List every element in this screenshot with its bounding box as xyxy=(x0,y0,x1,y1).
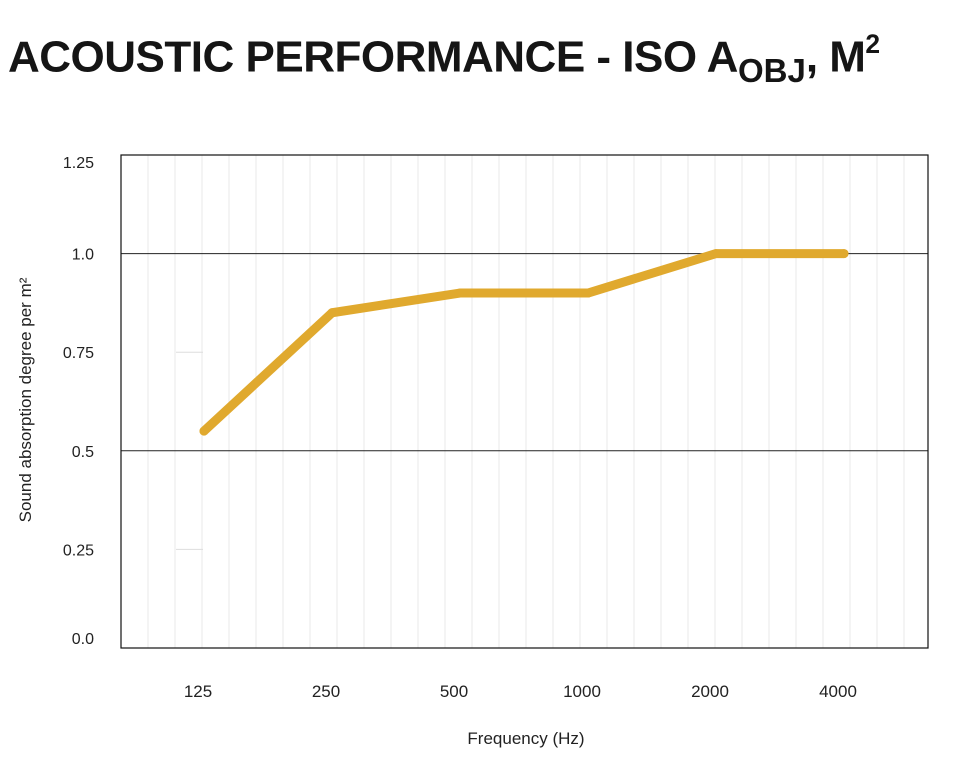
y-tick-labels: 1.25 1.0 0.75 0.5 0.25 0.0 xyxy=(63,155,94,648)
data-point xyxy=(711,249,721,259)
title-trailer: , M xyxy=(805,32,866,82)
y-tick-label: 0.5 xyxy=(72,444,94,461)
data-point xyxy=(839,249,849,259)
series-line xyxy=(199,249,849,436)
x-tick-label: 500 xyxy=(440,682,468,701)
data-point xyxy=(199,426,209,436)
plot-frame xyxy=(120,154,929,649)
y-tick-label: 1.0 xyxy=(72,247,94,264)
data-point xyxy=(327,308,337,318)
y-tick-label: 1.25 xyxy=(63,155,94,172)
y-tick-label: 0.25 xyxy=(63,542,94,559)
title-subscript: OBJ xyxy=(737,52,806,90)
data-point xyxy=(583,288,593,298)
x-tick-labels: 125 250 500 1000 2000 4000 xyxy=(184,682,857,701)
title-main: ACOUSTIC PERFORMANCE - ISO A xyxy=(8,32,738,82)
y-tick-label: 0.75 xyxy=(63,345,94,362)
x-tick-label: 250 xyxy=(312,682,340,701)
x-tick-label: 4000 xyxy=(819,682,857,701)
minor-grid xyxy=(147,155,905,648)
data-point xyxy=(455,288,465,298)
page-title: ACOUSTIC PERFORMANCE - ISO AOBJ, M2 xyxy=(8,14,880,101)
y-axis-label: Sound absorption degree per m² xyxy=(16,277,35,522)
y-tick-label: 0.0 xyxy=(72,631,94,648)
x-axis-label: Frequency (Hz) xyxy=(467,729,584,748)
x-tick-label: 1000 xyxy=(563,682,601,701)
series-layer xyxy=(199,249,849,436)
x-tick-label: 125 xyxy=(184,682,212,701)
x-tick-label: 2000 xyxy=(691,682,729,701)
major-grid xyxy=(121,253,928,452)
title-superscript: 2 xyxy=(865,29,881,59)
